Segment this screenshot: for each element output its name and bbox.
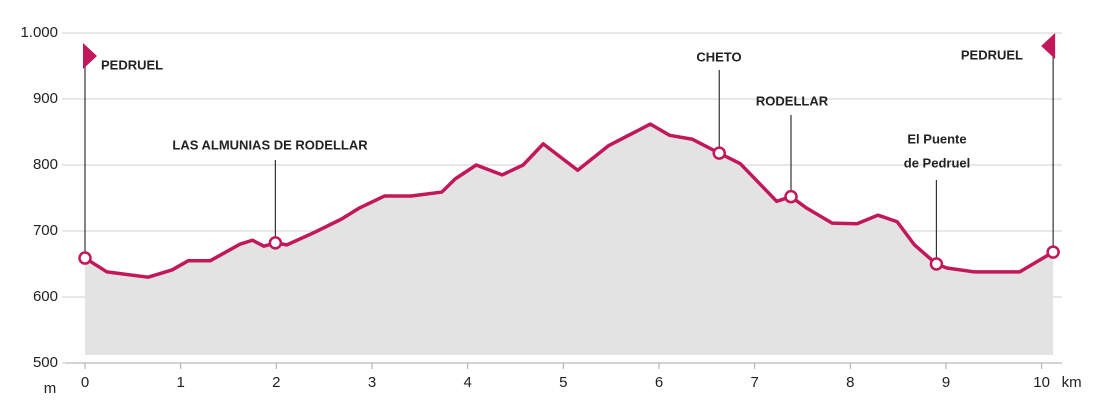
flag [83,43,97,69]
x-tick-label: 9 [942,374,950,391]
annotation-label: El Puente [907,131,966,146]
waypoint-marker [78,251,92,265]
y-tick-label: 500 [33,354,58,371]
x-tick-label: 1 [176,374,184,391]
annotation-label: PEDRUEL [961,47,1023,62]
y-tick-label: 800 [33,156,58,173]
y-tick-label: 700 [33,222,58,239]
annotation-label: LAS ALMUNIAS DE RODELLAR [172,137,368,152]
elevation-line [84,122,1055,279]
x-tick-label: 3 [368,374,376,391]
y-axis-label: m [44,380,57,397]
x-tick-label: 4 [463,374,471,391]
annotation-label: de Pedruel [904,155,970,170]
x-tick-label: 10 [1033,374,1050,391]
flag [1041,33,1056,59]
x-tick-label: 2 [272,374,280,391]
waypoint-marker [929,257,944,271]
elevation-area [85,124,1054,355]
y-tick-label: 1.000 [20,24,58,41]
x-axis-label: km [1062,374,1082,391]
waypoint-marker [784,189,798,204]
y-tick-label: 600 [33,288,58,305]
waypoint-marker [268,236,283,250]
x-tick-label: 8 [846,374,854,391]
waypoint-marker [712,146,727,160]
x-tick-label: 7 [750,374,758,391]
x-tick-label: 5 [559,374,567,391]
y-tick-label: 900 [33,90,58,107]
waypoint-marker [1046,245,1060,259]
x-tick-label: 6 [655,374,663,391]
annotation-label: CHETO [696,49,741,64]
x-tick-label: 0 [81,374,89,391]
annotation-label: RODELLAR [756,93,829,108]
annotation-label: PEDRUEL [101,57,163,72]
